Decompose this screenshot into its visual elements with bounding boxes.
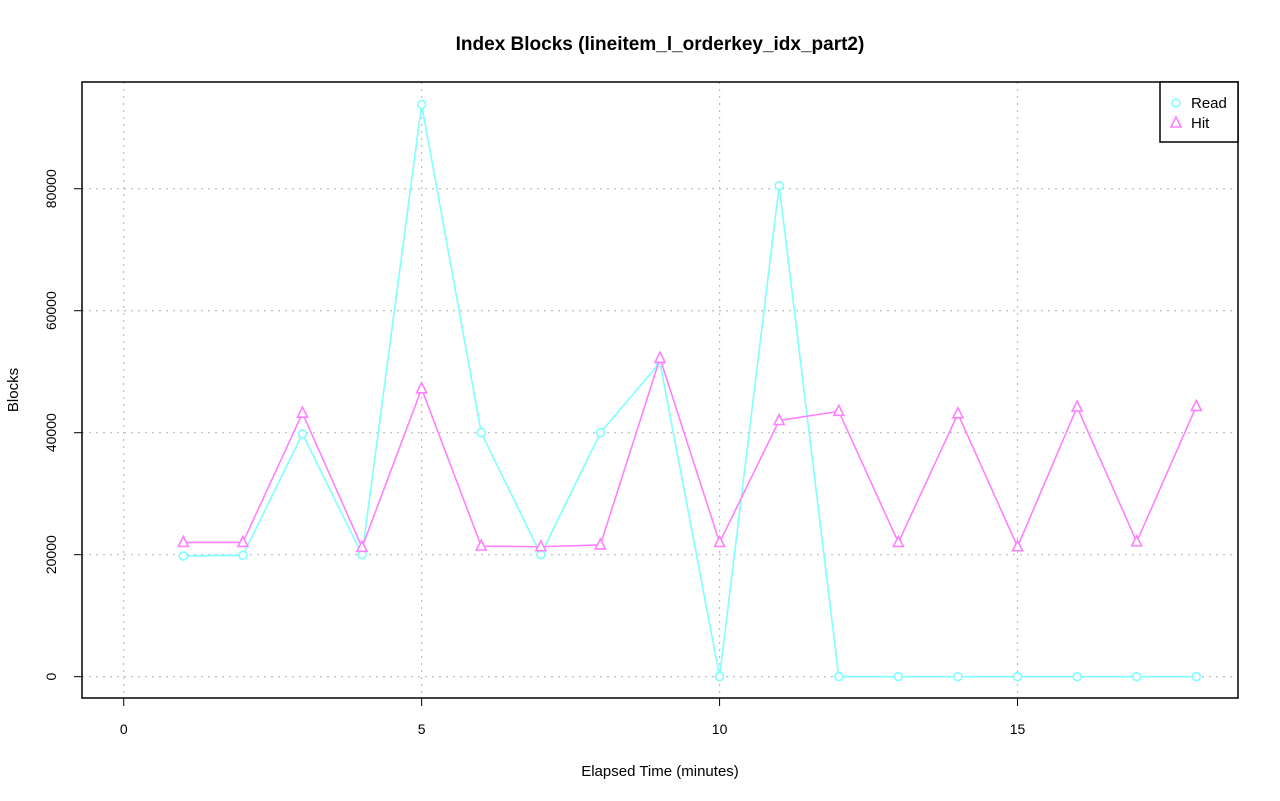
y-tick-label: 40000	[43, 413, 59, 452]
y-tick-label: 80000	[43, 169, 59, 208]
x-tick-label: 15	[1010, 721, 1026, 737]
data-point-hit	[832, 403, 846, 417]
x-axis-label: Elapsed Time (minutes)	[581, 763, 739, 780]
legend-box	[1159, 81, 1239, 143]
data-point-hit	[1070, 399, 1084, 412]
data-point-read	[416, 99, 427, 110]
chart-title: Index Blocks (lineitem_l_orderkey_idx_pa…	[456, 34, 865, 55]
plot-frame	[81, 81, 1239, 699]
data-point-read	[1072, 671, 1082, 682]
data-point-read	[476, 427, 487, 438]
data-point-read	[1191, 671, 1202, 682]
y-tick-label: 60000	[43, 291, 59, 330]
legend-label-read: Read	[1191, 95, 1227, 112]
data-point-read	[953, 671, 963, 682]
data-point-hit	[951, 405, 965, 419]
data-point-hit	[177, 534, 190, 548]
data-point-read	[536, 549, 546, 560]
data-point-read	[595, 427, 606, 438]
data-point-read	[774, 180, 784, 191]
data-point-hit	[772, 412, 786, 426]
data-point-read	[1012, 671, 1023, 682]
y-axis: 0 20000 40000 60000 80000	[43, 169, 82, 681]
data-point-hit	[653, 350, 667, 364]
x-axis: 0 5 10 15	[120, 698, 1026, 737]
series-line-read	[183, 104, 1197, 678]
data-point-read	[238, 550, 248, 561]
data-point-hit	[355, 539, 369, 553]
series-layer	[177, 99, 1203, 682]
x-tick-label: 0	[120, 721, 128, 737]
data-point-hit	[296, 405, 309, 418]
data-point-read	[297, 429, 308, 439]
series-line-hit	[183, 355, 1198, 550]
data-point-hit	[594, 537, 607, 550]
y-axis-label: Blocks	[5, 368, 22, 412]
data-point-read	[1131, 671, 1142, 682]
data-point-hit	[1189, 398, 1203, 412]
legend-label-hit: Hit	[1191, 115, 1210, 132]
y-tick-label: 0	[43, 673, 59, 681]
data-point-read	[893, 671, 904, 682]
grid-lines	[82, 82, 1238, 698]
legend: Read Hit	[1159, 81, 1239, 143]
x-tick-label: 5	[418, 721, 426, 737]
data-point-hit	[534, 538, 548, 552]
series-read	[178, 99, 1202, 682]
data-point-hit	[236, 534, 250, 548]
legend-marker-read	[1171, 98, 1181, 108]
data-point-read	[833, 671, 844, 682]
data-point-hit	[1130, 534, 1143, 547]
y-tick-label: 20000	[43, 535, 59, 574]
legend-marker-hit	[1169, 115, 1183, 128]
data-point-read	[714, 671, 725, 682]
data-point-read	[178, 551, 189, 561]
data-point-hit	[892, 534, 905, 548]
data-point-hit	[415, 380, 428, 394]
data-point-hit	[474, 538, 488, 551]
data-point-hit	[1011, 538, 1024, 552]
x-tick-label: 10	[712, 721, 728, 737]
series-hit	[177, 350, 1203, 553]
data-point-hit	[713, 534, 726, 548]
